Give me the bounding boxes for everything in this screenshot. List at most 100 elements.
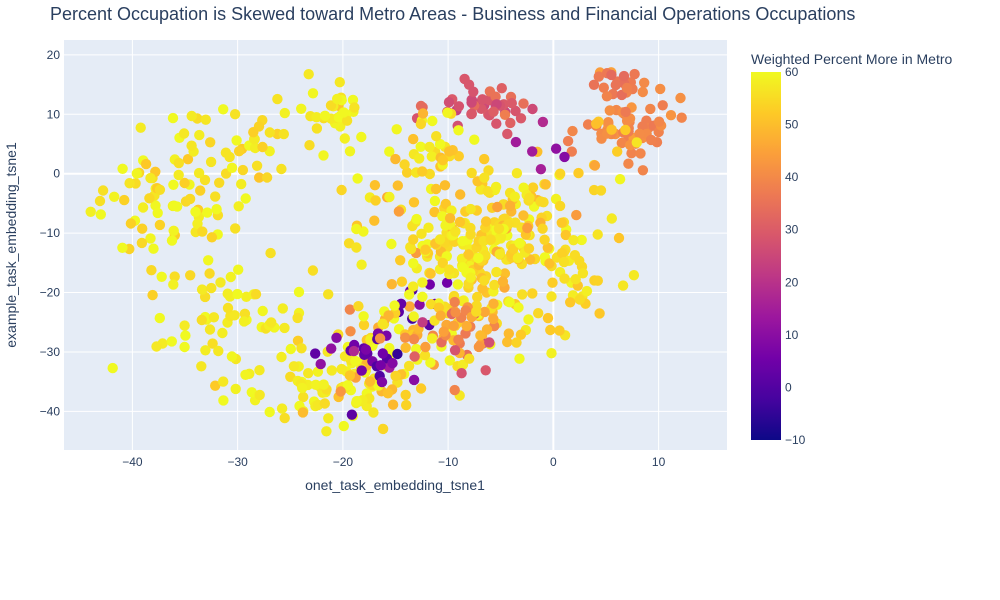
scatter-point	[408, 197, 420, 208]
scatter-point	[503, 328, 514, 339]
scatter-point	[414, 153, 425, 164]
scatter-point	[370, 195, 381, 206]
scatter-point	[618, 70, 630, 82]
scatter-point	[444, 213, 456, 224]
scatter-point	[435, 310, 446, 321]
scatter-point	[192, 218, 203, 229]
scatter-point	[185, 270, 196, 281]
scatter-point	[510, 105, 521, 117]
scatter-point	[621, 82, 633, 94]
scatter-point	[621, 115, 633, 127]
scatter-point	[401, 399, 412, 411]
scatter-point	[472, 291, 483, 303]
scatter-point	[392, 348, 403, 360]
y-tick-label: −10	[40, 226, 61, 240]
scatter-point	[318, 150, 329, 161]
scatter-point	[524, 192, 535, 203]
scatter-point	[331, 332, 342, 343]
scatter-point	[511, 337, 522, 348]
scatter-point	[151, 341, 162, 352]
scatter-point	[135, 122, 146, 133]
scatter-point	[453, 101, 465, 112]
scatter-point	[226, 351, 238, 362]
scatter-point	[655, 83, 666, 95]
x-tick-label: 0	[550, 455, 557, 469]
scatter-point	[617, 280, 629, 291]
scatter-point	[518, 98, 529, 109]
scatter-point	[213, 345, 224, 357]
data-points	[85, 67, 687, 437]
scatter-point	[463, 249, 474, 260]
scatter-point	[556, 248, 568, 259]
scatter-point	[225, 271, 236, 283]
scatter-point	[377, 318, 388, 329]
scatter-point	[480, 216, 492, 227]
scatter-point	[251, 160, 263, 171]
scatter-point	[484, 337, 495, 348]
scatter-point	[204, 268, 215, 279]
scatter-point	[229, 109, 241, 120]
scatter-point	[326, 343, 337, 354]
scatter-point	[230, 383, 241, 395]
scatter-point	[479, 306, 490, 318]
scatter-point	[514, 353, 525, 364]
scatter-point	[168, 179, 179, 190]
scatter-point	[626, 148, 637, 159]
scatter-point	[254, 172, 265, 183]
scatter-point	[351, 396, 362, 407]
scatter-point	[168, 225, 179, 236]
colorbar	[751, 72, 781, 440]
scatter-point	[465, 272, 476, 283]
scatter-point	[117, 242, 128, 253]
scatter-point	[279, 107, 290, 119]
scatter-point	[321, 426, 332, 437]
scatter-point	[430, 183, 442, 195]
scatter-point	[95, 209, 107, 220]
scatter-point	[429, 195, 441, 207]
scatter-point	[264, 406, 275, 418]
scatter-point	[387, 358, 398, 369]
scatter-point	[307, 265, 319, 276]
scatter-point	[416, 228, 427, 239]
scatter-point	[497, 276, 509, 287]
scatter-point	[409, 351, 420, 362]
colorbar-tick-label: 60	[785, 65, 799, 79]
scatter-point	[344, 146, 356, 157]
scatter-point	[218, 104, 229, 115]
scatter-point	[456, 368, 467, 379]
scatter-point	[574, 255, 585, 266]
scatter-point	[202, 207, 213, 218]
scatter-point	[325, 100, 337, 111]
scatter-point	[336, 184, 347, 196]
colorbar-tick-label: 0	[785, 380, 792, 394]
scatter-point	[566, 146, 577, 157]
scatter-point	[315, 358, 326, 370]
scatter-point	[468, 86, 479, 97]
scatter-point	[279, 322, 290, 334]
scatter-point	[310, 379, 321, 390]
scatter-point	[239, 308, 251, 319]
scatter-point	[195, 185, 206, 196]
scatter-point	[147, 289, 158, 301]
scatter-point	[350, 355, 361, 367]
scatter-point	[574, 294, 585, 305]
scatter-point	[408, 374, 420, 386]
scatter-point	[482, 186, 493, 197]
scatter-point	[544, 258, 555, 269]
scatter-point	[504, 297, 515, 308]
scatter-point	[601, 91, 613, 102]
scatter-point	[417, 291, 428, 302]
scatter-point	[272, 93, 283, 105]
scatter-point	[146, 265, 157, 276]
scatter-point	[480, 365, 491, 376]
scatter-point	[455, 189, 466, 200]
scatter-point	[199, 174, 211, 186]
scatter-point	[485, 234, 496, 245]
chart-title: Percent Occupation is Skewed toward Metr…	[50, 4, 855, 24]
scatter-point	[517, 289, 528, 300]
scatter-point	[391, 124, 402, 135]
scatter-point	[206, 282, 217, 294]
scatter-point	[307, 88, 319, 99]
scatter-point	[197, 226, 208, 237]
scatter-point	[595, 185, 607, 196]
